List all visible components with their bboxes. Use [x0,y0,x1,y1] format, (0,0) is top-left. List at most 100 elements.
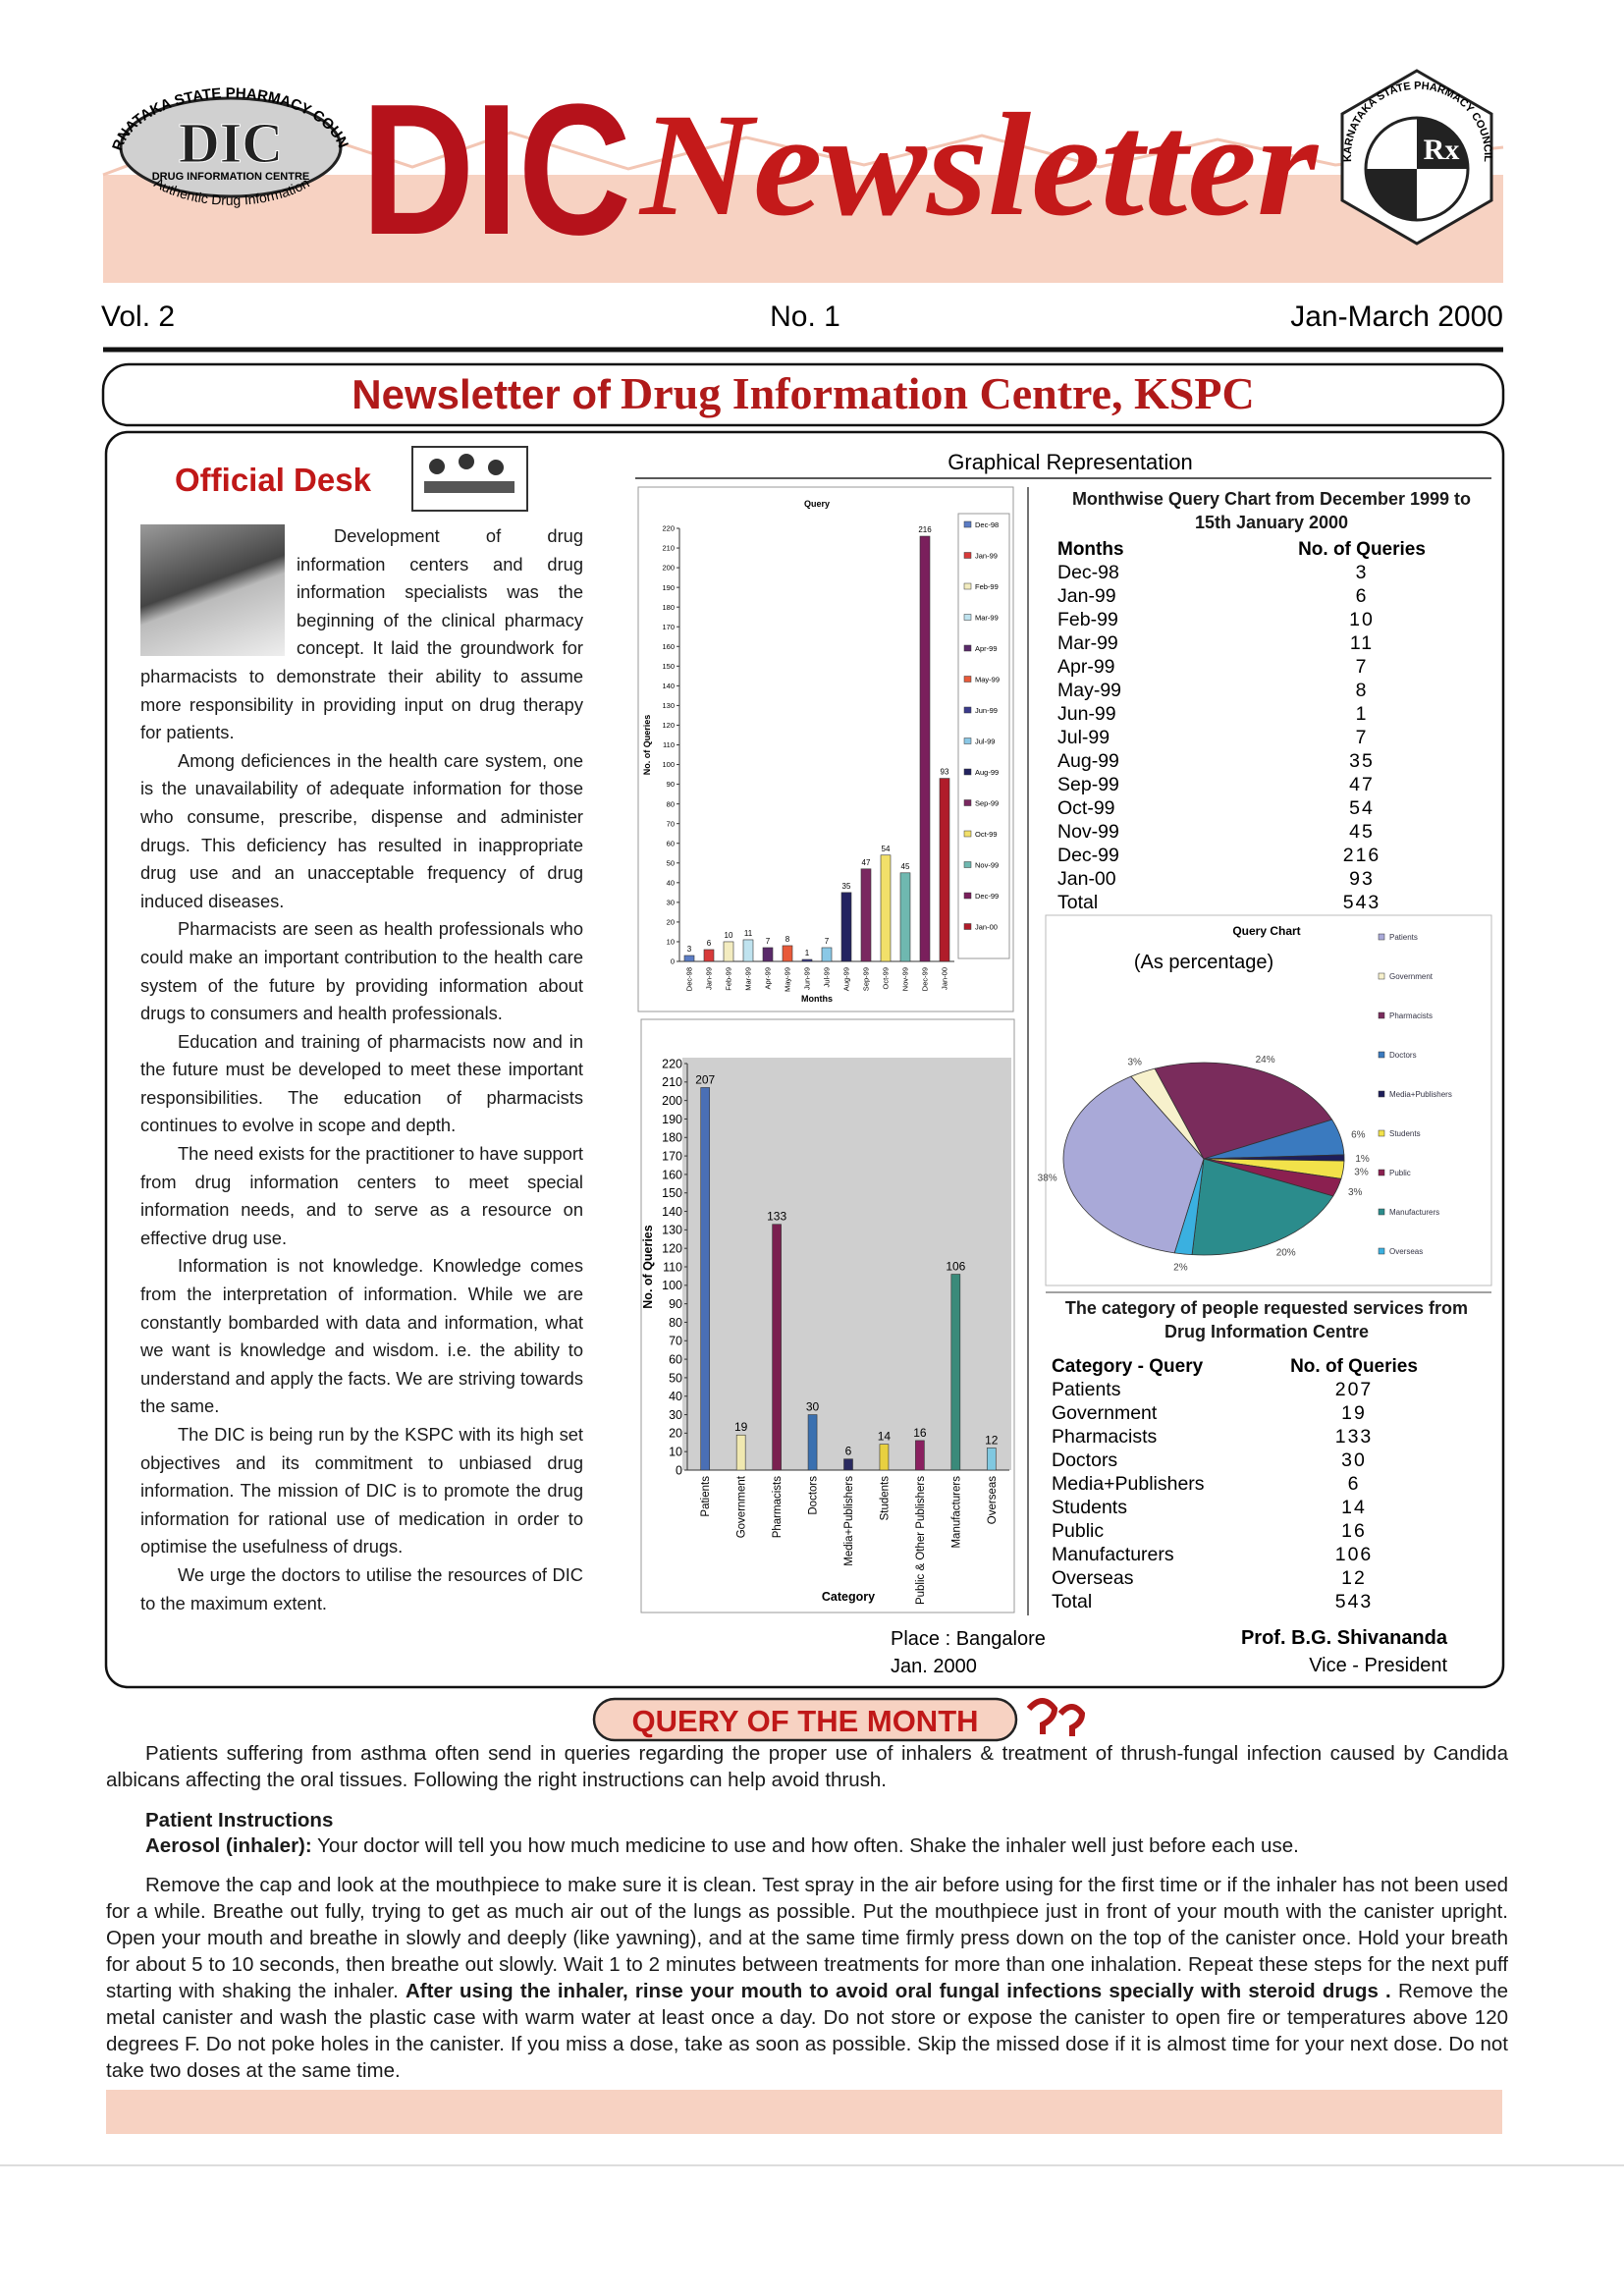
x-tick-label: Sep-99 [862,967,871,991]
x-tick-label: Jan-00 [941,967,949,990]
x-tick-label: Aug-99 [842,967,851,991]
value-label: 133 [767,1210,786,1224]
legend-swatch [963,738,972,744]
text-run: Your doctor will tell you how much medic… [311,1834,1299,1857]
table-cell: Dec-98 [1057,562,1119,583]
table-cell: 93 [1349,868,1375,890]
y-tick-label: 200 [662,564,675,573]
bar [735,1434,746,1471]
logo [119,96,343,198]
legend-label: Manufacturers [1389,1208,1439,1217]
table-cell: 106 [1335,1544,1374,1565]
banner-text: Newsletter of Drug Information Centre, KS… [352,368,1254,418]
table-cell: Overseas [1052,1567,1134,1589]
y-tick-label: 60 [669,1352,682,1366]
value-label: 6 [845,1445,852,1458]
table-cell: Doctors [1052,1449,1117,1471]
banner-lead: Newsletter of [352,371,612,417]
legend-label: Pharmacists [1389,1011,1433,1020]
signature-name: Prof. B.G. Shivananda [1241,1627,1448,1649]
legend-label: Doctors [1389,1051,1417,1060]
value-label: 20% [1276,1248,1296,1259]
value-label: 47 [862,858,871,867]
x-tick-label: Overseas [987,1476,999,1524]
value-label: 106 [946,1260,965,1274]
bar [939,778,950,962]
value-label: 1% [1355,1154,1370,1165]
value-label: 207 [695,1072,715,1086]
chart-frame [1045,914,1492,1286]
table-cell: 45 [1349,821,1375,843]
table-cell: 10 [1349,609,1375,630]
banner-rest: Drug Information Centre, KSPC [621,368,1255,418]
x-tick-label: Public & Other Publishers [915,1476,927,1605]
x-tick-label: Feb-99 [725,967,733,991]
table-header: Category - Query [1052,1356,1204,1377]
y-tick-label: 150 [662,662,675,671]
text-run: After using the inhaler, rinse your mout… [405,1980,1391,2002]
value-label: 3% [1354,1168,1369,1178]
y-tick-label: 30 [667,898,675,906]
table-cell: Students [1052,1497,1127,1518]
bar [762,947,774,962]
y-tick-label: 20 [667,918,675,927]
table-header: No. of Queries [1298,539,1426,560]
y-tick-label: 90 [667,780,675,789]
y-axis-label: No. of Queries [642,715,652,776]
legend-label: Feb-99 [975,582,999,591]
legend-label: May-99 [975,676,1000,684]
legend-swatch [1378,933,1385,941]
subheading: Patient Instructions [145,1809,334,1831]
y-tick-label: 160 [662,642,675,651]
table-cell: 35 [1349,750,1375,772]
y-tick-label: 120 [662,1242,682,1256]
paragraph: The need exists for the practitioner to … [140,1143,583,1248]
value-label: 93 [941,768,949,777]
legend-swatch [963,892,972,900]
legend-label: Jan-00 [975,923,998,932]
legend-swatch [1378,1208,1385,1216]
text-run: Remove the cap and look at the mouthpiec… [106,1874,1508,2002]
legend-swatch [1378,972,1385,980]
legend-swatch [963,799,972,806]
y-tick-label: 130 [662,1224,682,1237]
table-cell: 54 [1349,797,1375,819]
value-label: 7 [825,937,830,946]
table-cell: Government [1052,1402,1158,1424]
legend-label: Government [1389,972,1434,981]
value-label: 8 [785,935,790,944]
y-tick-label: 90 [669,1297,682,1311]
legend-swatch [963,676,972,683]
table-cell: Apr-99 [1057,656,1115,678]
y-tick-label: 150 [662,1186,682,1200]
value-label: 14 [878,1430,892,1444]
section-title: Official Desk [175,462,372,498]
x-tick-label: Manufacturers [950,1476,962,1549]
table-cell: Manufacturers [1052,1544,1174,1565]
legend-swatch [963,644,972,652]
table-cell: Pharmacists [1052,1426,1158,1448]
paragraph: The DIC is being run by the KSPC with it… [140,1424,583,1558]
text-run: Aerosol (inhaler): [145,1834,312,1857]
x-tick-label: Jun-99 [803,967,812,990]
y-tick-label: 70 [667,819,675,828]
y-tick-label: 50 [667,858,675,867]
y-tick-label: 140 [662,1205,682,1219]
pie-slice [1191,1158,1334,1256]
chart-frame [640,1018,1015,1613]
masthead-dic: DIC [361,66,631,274]
value-label: 2% [1173,1263,1188,1274]
y-tick-label: 40 [669,1390,682,1403]
table-cell: 16 [1341,1520,1367,1542]
bar [879,1444,890,1471]
value-label: 54 [882,845,891,853]
chart-title: Query Chart [1232,924,1300,938]
table-cell: Dec-99 [1057,845,1119,866]
pie-slice [1062,1075,1205,1254]
legend-label: Jan-99 [975,552,998,561]
seal-quadrants [1366,118,1468,220]
masthead-name: Newsletter [638,83,1320,246]
legend-swatch [1378,1090,1385,1098]
period: Jan-March 2000 [1290,301,1503,333]
